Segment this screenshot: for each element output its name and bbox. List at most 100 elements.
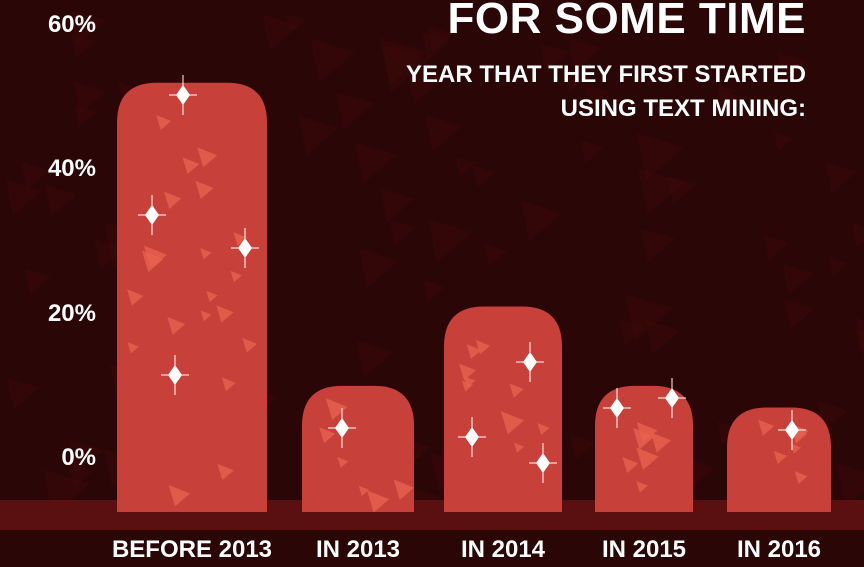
bars-group	[117, 82, 831, 513]
bar-shard	[794, 471, 808, 484]
bar-shape	[444, 306, 562, 512]
background-triangle	[774, 132, 794, 151]
chart-title: FOR SOME TIME	[447, 0, 806, 43]
background-triangle	[625, 294, 673, 342]
x-category-label: IN 2014	[460, 536, 546, 563]
subtitle-line-1: YEAR THAT THEY FIRST STARTED	[405, 61, 806, 88]
bar-in-2015	[595, 385, 693, 512]
sparkle-icon	[516, 342, 544, 382]
bar-shard	[200, 248, 212, 260]
bar-shard	[182, 157, 200, 175]
bar-shard	[167, 316, 186, 335]
bar-shard	[358, 485, 370, 496]
y-tick-label: 20%	[47, 299, 96, 327]
background-triangle	[70, 10, 105, 45]
background-triangle	[570, 434, 596, 460]
background-triangle	[564, 68, 589, 93]
bar-shard	[143, 245, 167, 269]
bar-shard	[127, 342, 139, 354]
bar-shard	[466, 344, 482, 359]
background-triangle	[25, 268, 52, 295]
chart-subtitle: YEAR THAT THEY FIRST STARTED USING TEXT …	[406, 58, 806, 126]
background-triangle	[74, 105, 97, 128]
background-triangle	[421, 32, 451, 61]
background-triangle	[836, 463, 864, 508]
bar-shard	[509, 383, 524, 398]
background-triangle	[636, 133, 684, 181]
background-triangle	[829, 257, 849, 277]
background-triangle	[777, 52, 808, 83]
background-triangle	[118, 82, 137, 101]
background-triangle	[455, 157, 475, 177]
bar-shard	[636, 447, 659, 470]
bar-shard	[650, 432, 672, 453]
bar-shard	[790, 443, 802, 454]
bar-in-2014	[444, 306, 562, 512]
sparkle-icon	[658, 378, 686, 418]
bar-shard	[221, 377, 236, 392]
bar-before-2013	[117, 82, 267, 512]
background-triangle	[423, 280, 446, 302]
background-triangle	[717, 89, 746, 118]
sparkle-icon	[328, 408, 356, 448]
bar-shard	[758, 419, 775, 436]
bar-in-2016	[727, 407, 831, 512]
bar-shard	[622, 456, 639, 474]
background-triangle	[356, 340, 394, 378]
bar-shard	[127, 289, 144, 306]
background-triangle	[405, 62, 448, 105]
y-tick-label: 40%	[47, 155, 96, 183]
bar-shard	[197, 147, 218, 168]
background-triangle	[763, 235, 789, 261]
sparkle-icon	[458, 417, 486, 457]
background-triangle	[584, 84, 609, 109]
background-triangle	[354, 142, 397, 184]
background-triangle	[520, 200, 562, 242]
bar-shard	[200, 310, 212, 322]
sparkle-icon	[161, 355, 189, 395]
background-triangle	[784, 299, 815, 330]
background-triangle	[380, 37, 428, 85]
sparkle-icon	[231, 228, 259, 268]
background-triangle	[645, 320, 681, 355]
x-category-label: IN 2013	[315, 536, 401, 563]
bar-shard	[337, 457, 349, 468]
bar-shard	[636, 422, 658, 443]
background-triangle	[428, 219, 472, 263]
background-triangle	[44, 184, 77, 217]
bar-shard	[325, 398, 348, 420]
background-triangle	[6, 179, 42, 216]
sparkle-icon	[778, 410, 806, 450]
background-triangle	[825, 162, 857, 194]
background-triangle	[336, 91, 374, 130]
background-triangle	[640, 228, 676, 263]
bar-shape	[302, 385, 414, 512]
background-triangle	[389, 219, 416, 246]
background-triangle	[851, 222, 864, 248]
bar-shard	[156, 115, 172, 131]
background-triangle	[580, 140, 604, 164]
bar-shard	[537, 423, 550, 436]
bar-in-2013	[302, 385, 415, 513]
background-triangle	[472, 165, 496, 188]
bar-shard	[458, 363, 476, 381]
background-triangle	[539, 43, 570, 74]
bar-shape	[595, 385, 693, 512]
background-triangle	[638, 168, 685, 215]
background-triangle	[285, 13, 306, 34]
bar-shard	[393, 479, 415, 500]
bar-shard	[366, 490, 390, 513]
sparkle-icon	[603, 388, 631, 428]
background-triangle	[68, 463, 94, 489]
bar-shard	[233, 232, 248, 246]
bar-shard	[195, 180, 214, 199]
y-tick-label: 0%	[61, 444, 96, 471]
sparkle-icon	[529, 443, 557, 483]
bar-shard	[319, 427, 336, 444]
background-triangle	[20, 161, 50, 191]
x-category-label: BEFORE 2013	[111, 536, 273, 563]
bar-shard	[242, 337, 258, 353]
background-triangle	[71, 34, 96, 58]
sparkle-icon	[169, 75, 197, 115]
